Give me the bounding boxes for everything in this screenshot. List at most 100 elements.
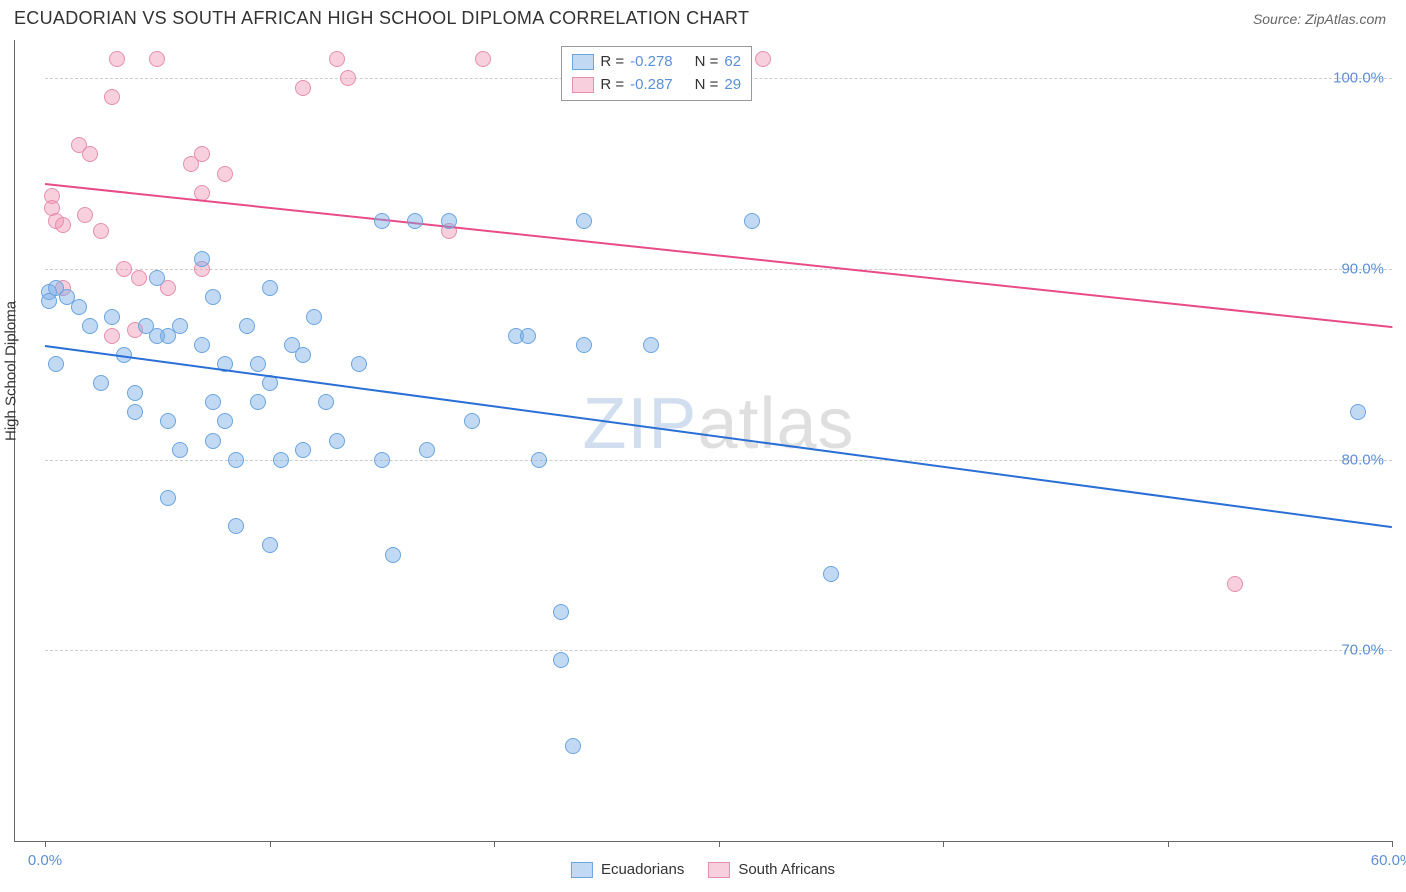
footer-legend-item: Ecuadorians [571,861,684,878]
data-point-ecuadorians [419,442,435,458]
x-tick [494,841,495,847]
data-point-ecuadorians [262,537,278,553]
gridline [45,269,1392,270]
source-label: Source: [1253,11,1305,27]
data-point-ecuadorians [127,385,143,401]
data-point-south_africans [77,207,93,223]
stats-legend-row: R = -0.287 N = 29 [572,74,741,97]
data-point-ecuadorians [172,442,188,458]
legend-swatch [572,77,594,93]
legend-swatch [572,54,594,70]
gridline [45,650,1392,651]
data-point-ecuadorians [217,413,233,429]
data-point-ecuadorians [464,413,480,429]
trend-line-ecuadorians [45,345,1392,528]
data-point-ecuadorians [194,251,210,267]
data-point-south_africans [217,166,233,182]
data-point-ecuadorians [295,442,311,458]
data-point-south_africans [109,51,125,67]
r-label: R = [600,51,624,74]
stats-legend: R = -0.278 N = 62R = -0.287 N = 29 [561,46,752,101]
data-point-south_africans [1227,576,1243,592]
data-point-ecuadorians [149,328,165,344]
data-point-ecuadorians [228,518,244,534]
data-point-ecuadorians [262,280,278,296]
data-point-ecuadorians [295,347,311,363]
data-point-south_africans [116,261,132,277]
data-point-ecuadorians [93,375,109,391]
data-point-ecuadorians [160,413,176,429]
x-tick [719,841,720,847]
footer-legend-item: South Africans [708,861,835,878]
data-point-south_africans [104,328,120,344]
r-value: -0.278 [630,51,673,74]
data-point-ecuadorians [228,452,244,468]
data-point-ecuadorians [250,356,266,372]
data-point-ecuadorians [407,213,423,229]
data-point-south_africans [755,51,771,67]
data-point-ecuadorians [531,452,547,468]
x-tick [1392,841,1393,847]
data-point-ecuadorians [172,318,188,334]
x-tick [943,841,944,847]
data-point-ecuadorians [205,289,221,305]
data-point-ecuadorians [273,452,289,468]
data-point-ecuadorians [553,604,569,620]
n-value: 62 [724,51,741,74]
data-point-ecuadorians [553,652,569,668]
data-point-ecuadorians [565,738,581,754]
data-point-south_africans [340,70,356,86]
data-point-south_africans [475,51,491,67]
data-point-ecuadorians [82,318,98,334]
x-tick-label: 0.0% [28,852,62,869]
data-point-ecuadorians [205,394,221,410]
data-point-ecuadorians [351,356,367,372]
data-point-ecuadorians [149,270,165,286]
data-point-ecuadorians [374,213,390,229]
x-tick [1168,841,1169,847]
data-point-ecuadorians [306,309,322,325]
data-point-south_africans [329,51,345,67]
data-point-ecuadorians [374,452,390,468]
legend-swatch [708,862,730,878]
data-point-ecuadorians [194,337,210,353]
data-point-ecuadorians [385,547,401,563]
data-point-ecuadorians [744,213,760,229]
data-point-south_africans [93,223,109,239]
x-tick [270,841,271,847]
data-point-ecuadorians [48,356,64,372]
data-point-ecuadorians [104,309,120,325]
data-point-south_africans [55,217,71,233]
data-point-ecuadorians [1350,404,1366,420]
chart-title: ECUADORIAN VS SOUTH AFRICAN HIGH SCHOOL … [14,8,749,29]
trend-line-south_africans [45,183,1392,328]
legend-label: Ecuadorians [601,861,684,878]
data-point-ecuadorians [441,213,457,229]
y-axis-label: High School Diploma [3,300,20,440]
r-label: R = [600,74,624,97]
plot-area: ZIPatlas 70.0%80.0%90.0%100.0%0.0%60.0%R… [45,40,1392,841]
n-label: N = [695,74,719,97]
x-tick [45,841,46,847]
data-point-south_africans [82,146,98,162]
footer-legend: Ecuadorians South Africans [571,861,835,878]
data-point-ecuadorians [576,213,592,229]
n-value: 29 [724,74,741,97]
chart-container: High School Diploma ZIPatlas 70.0%80.0%9… [14,40,1392,842]
source-value: ZipAtlas.com [1305,11,1386,27]
chart-source: Source: ZipAtlas.com [1253,11,1386,27]
x-tick-label: 60.0% [1371,852,1406,869]
chart-header: ECUADORIAN VS SOUTH AFRICAN HIGH SCHOOL … [0,0,1406,33]
data-point-ecuadorians [520,328,536,344]
data-point-south_africans [104,89,120,105]
data-point-south_africans [149,51,165,67]
y-tick-label: 70.0% [1341,642,1384,659]
data-point-ecuadorians [160,490,176,506]
r-value: -0.287 [630,74,673,97]
gridline [45,460,1392,461]
data-point-ecuadorians [71,299,87,315]
data-point-ecuadorians [643,337,659,353]
data-point-ecuadorians [250,394,266,410]
y-tick-label: 100.0% [1333,70,1384,87]
y-tick-label: 90.0% [1341,260,1384,277]
